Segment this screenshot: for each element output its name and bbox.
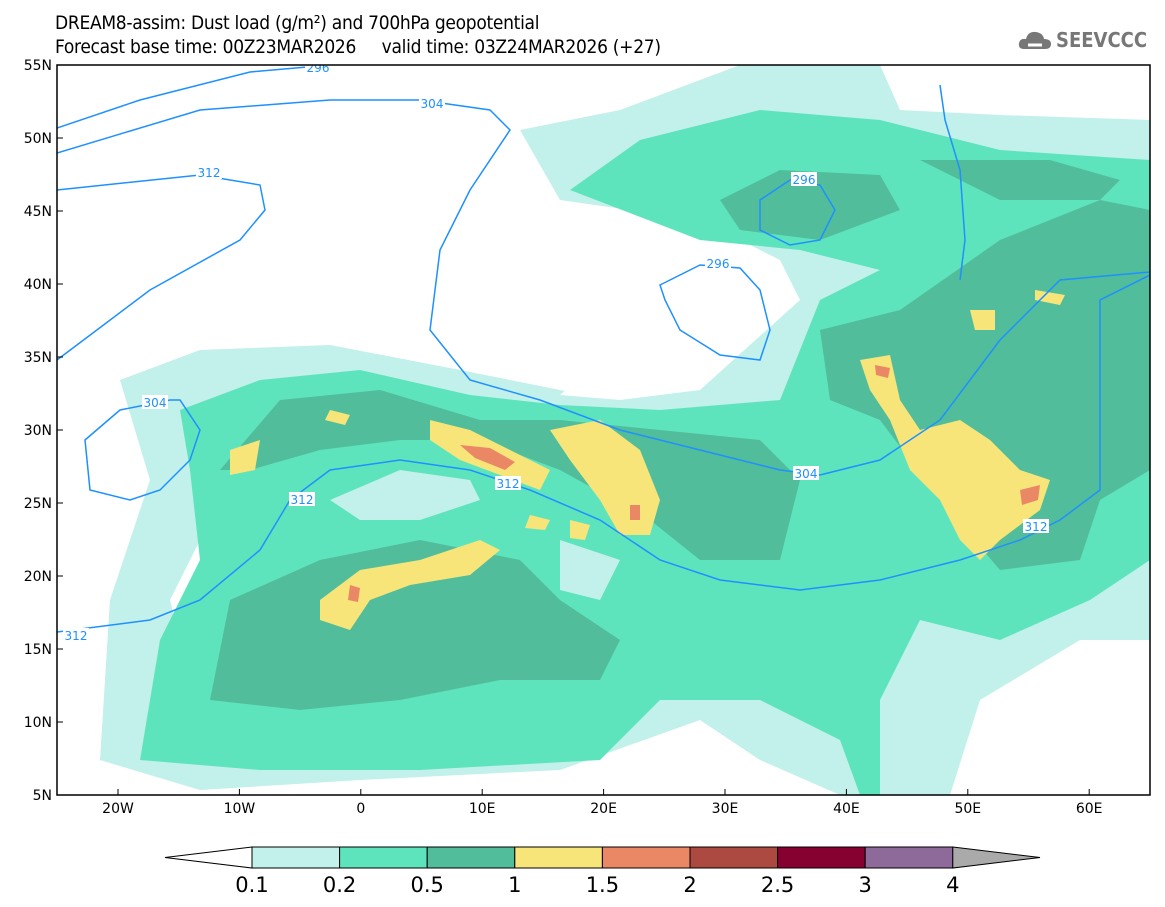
colorbar-over-triangle (952, 846, 1041, 869)
contour-label: 312 (497, 477, 520, 491)
contour-labels: 296 304 312 304 312 312 312 296 296 304 312 (63, 61, 1049, 643)
lat-label: 45N (24, 204, 52, 220)
contour-label: 312 (198, 166, 221, 180)
lat-label: 30N (24, 423, 52, 439)
lat-label: 55N (24, 58, 52, 74)
lighter-patch (330, 470, 620, 600)
colorbar-label: 1 (508, 873, 521, 897)
lon-label: 20W (102, 801, 134, 817)
lat-label: 50N (24, 131, 52, 147)
colorbar-label: 1.5 (586, 873, 619, 897)
lat-label: 25N (24, 496, 52, 512)
lon-label: 40E (833, 801, 860, 817)
colorbar-label: 2 (683, 873, 696, 897)
dust-level-1 (230, 290, 1065, 630)
lon-label: 50E (954, 801, 981, 817)
contour-label: 312 (291, 493, 314, 507)
colorbar-swatch (251, 846, 341, 869)
lon-label: 30E (712, 801, 739, 817)
lon-label: 10W (224, 801, 256, 817)
lat-label: 20N (24, 569, 52, 585)
contour-label: 304 (144, 396, 167, 410)
colorbar-swatch (689, 846, 779, 869)
dust-field: 296 304 312 304 312 312 312 296 296 304 312 (57, 61, 1150, 795)
colorbar-swatch (864, 846, 954, 869)
contour-label: 312 (65, 629, 88, 643)
colorbar-under-triangle (164, 846, 253, 869)
cloud-icon (1018, 31, 1051, 49)
colorbar-label: 4 (946, 873, 959, 897)
lat-label: 40N (24, 277, 52, 293)
contour-label: 312 (1025, 520, 1048, 534)
lon-label: 0 (356, 801, 365, 817)
lat-label: 10N (24, 715, 52, 731)
clear-gap (170, 360, 640, 640)
axis-labels: 55N 50N 45N 40N 35N 30N 25N 20N 15N 10N 5N 20W 10W 0 1… (24, 58, 1103, 817)
colorbar-label: 2.5 (761, 873, 794, 897)
colorbar-swatch (339, 846, 428, 869)
colorbar: 0.1 0.2 0.5 1 1.5 2 2.5 3 4 (164, 846, 1041, 897)
colorbar-swatch (426, 846, 516, 869)
contour-label: 304 (421, 97, 444, 111)
lon-label: 20E (590, 801, 617, 817)
forecast-times: Forecast base time: 00Z23MAR2026 valid t… (55, 36, 661, 58)
lat-label: 35N (24, 350, 52, 366)
colorbar-swatch (777, 846, 866, 869)
lat-label: 5N (33, 788, 52, 804)
colorbar-label: 0.2 (323, 873, 356, 897)
lat-label: 15N (24, 642, 52, 658)
colorbar-swatch (601, 846, 691, 869)
logo-text: SEEVCCC (1056, 28, 1148, 52)
contour-label: 296 (707, 257, 730, 271)
seevccc-logo: SEEVCCC (1018, 28, 1147, 52)
colorbar-swatch (514, 846, 603, 869)
contour-label: 304 (795, 467, 818, 481)
lon-label: 10E (469, 801, 496, 817)
contour-label: 296 (793, 173, 816, 187)
colorbar-label: 3 (859, 873, 872, 897)
map-title: DREAM8-assim: Dust load (g/m²) and 700hP… (55, 12, 540, 34)
colorbar-label: 0.1 (235, 873, 268, 897)
colorbar-label: 0.5 (410, 873, 443, 897)
contour-label: 296 (307, 61, 330, 75)
lon-label: 60E (1076, 801, 1103, 817)
